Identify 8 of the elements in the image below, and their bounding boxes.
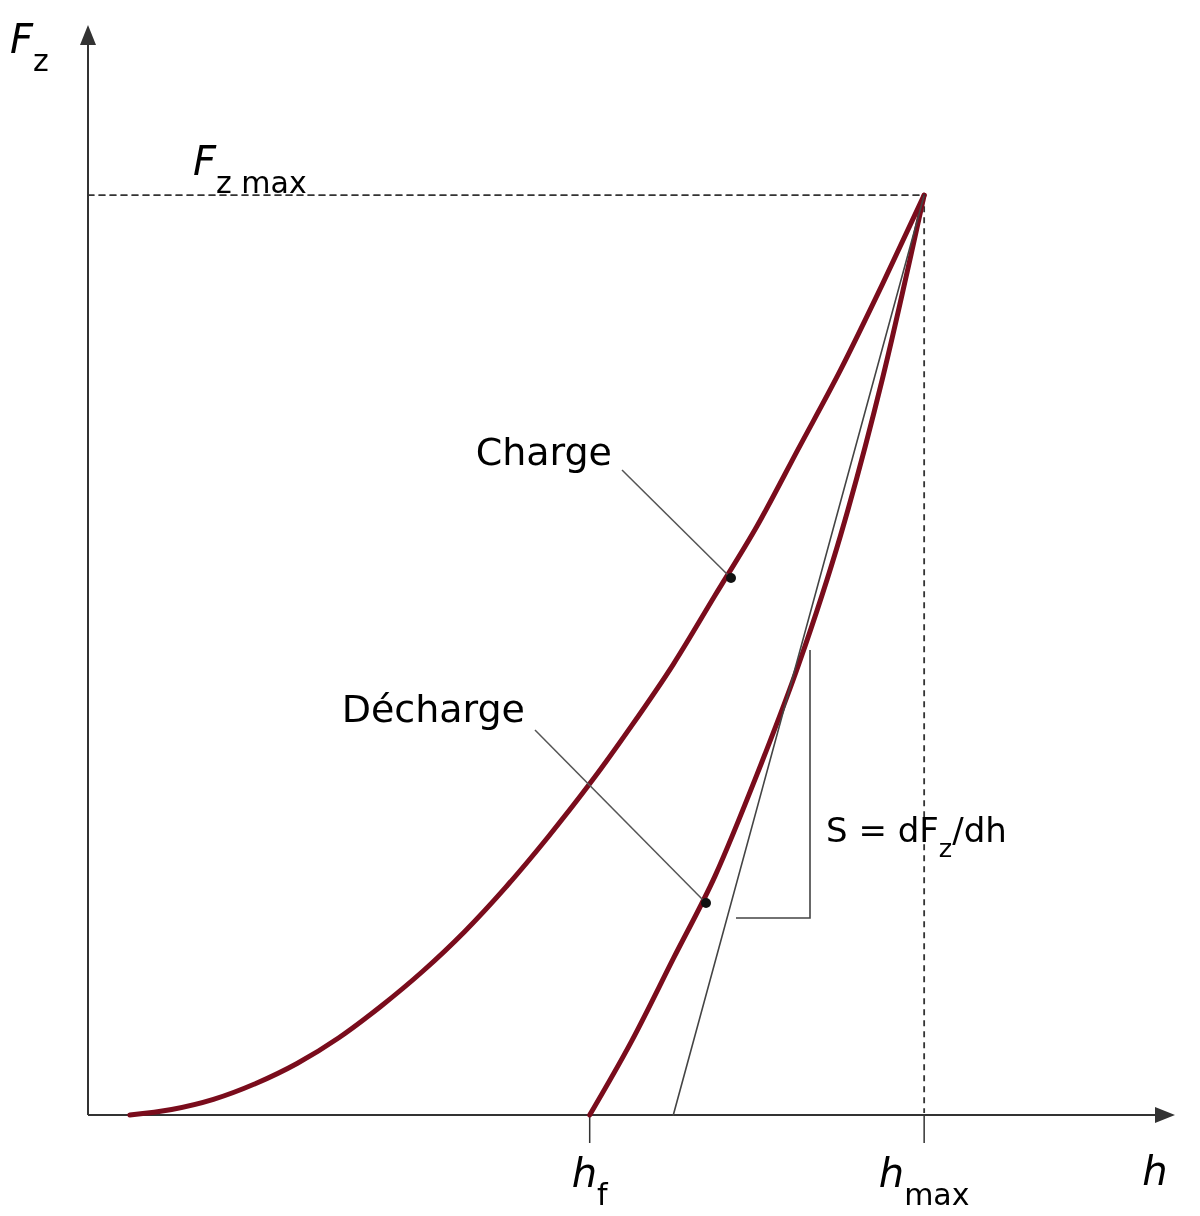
annotation: Charge	[475, 430, 612, 474]
annotation: Décharge	[341, 687, 525, 731]
x-axis-title: h	[1142, 1148, 1168, 1194]
x-tick-label: h$_{f}$	[571, 1150, 610, 1212]
x-tick-label: h$_{max}$	[878, 1150, 970, 1212]
annotation: S = dF$_{z}$/dh	[826, 810, 1007, 863]
annotation: F$_{z max}$	[193, 138, 307, 200]
y-axis-title: F$_{z}$	[10, 16, 49, 78]
